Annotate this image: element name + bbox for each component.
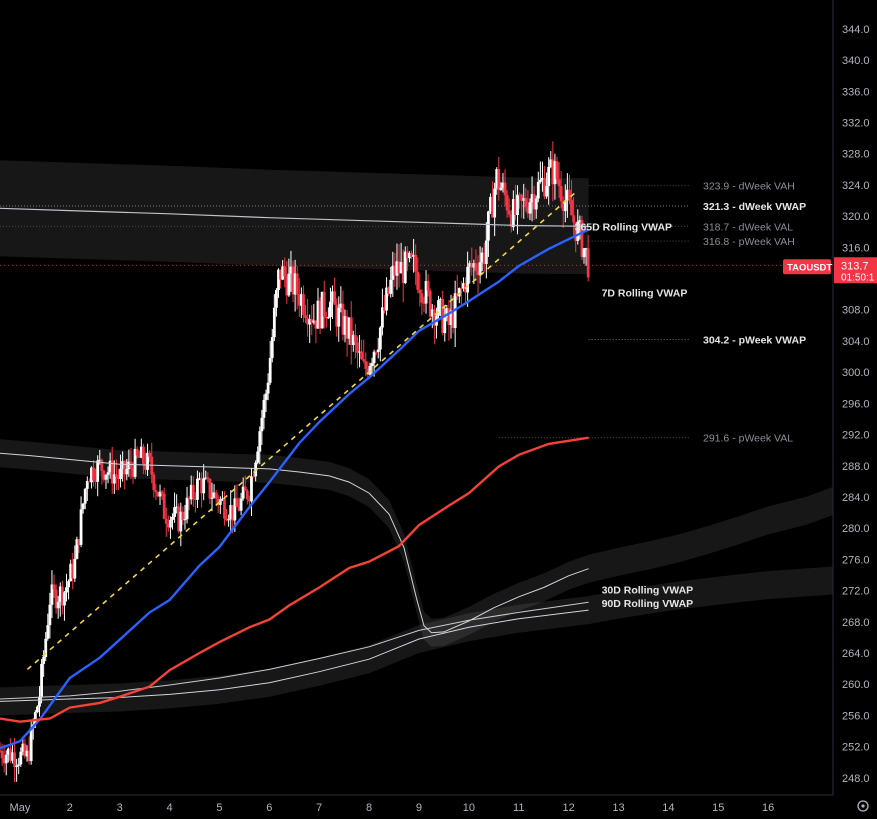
y-tick-8: 308.0 bbox=[842, 305, 870, 317]
y-tick-11: 296.0 bbox=[842, 398, 870, 410]
x-tick-5: 5 bbox=[216, 802, 222, 814]
y-tick-22: 252.0 bbox=[842, 742, 870, 754]
y-tick-12: 292.0 bbox=[842, 430, 870, 442]
symbol-label: TAOUSDT bbox=[787, 262, 832, 273]
y-tick-16: 276.0 bbox=[842, 554, 870, 566]
band-30d bbox=[0, 566, 833, 716]
x-tick-8: 8 bbox=[366, 802, 372, 814]
level-label-5: 291.6 - pWeek VAL bbox=[703, 433, 793, 445]
vwap-90d-line bbox=[0, 601, 589, 700]
label-365d-vwap: 365D Rolling VWAP bbox=[575, 221, 672, 233]
x-tick-1: May bbox=[10, 802, 31, 814]
y-tick-14: 284.0 bbox=[842, 492, 870, 504]
y-tick-4: 328.0 bbox=[842, 149, 870, 161]
y-tick-13: 288.0 bbox=[842, 461, 870, 473]
x-tick-13: 13 bbox=[612, 802, 624, 814]
x-axis[interactable]: May 2 3 4 5 6 7 8 9 10 11 12 13 14 15 16 bbox=[10, 802, 775, 814]
red-ma-line bbox=[0, 436, 589, 723]
blue-ma-line bbox=[0, 228, 590, 750]
price-tag: 313.7 01:50:1 bbox=[834, 257, 877, 284]
y-tick-2: 336.0 bbox=[842, 86, 870, 98]
y-tick-10: 300.0 bbox=[842, 367, 870, 379]
y-tick-20: 260.0 bbox=[842, 679, 870, 691]
settings-icon[interactable] bbox=[857, 800, 869, 812]
x-tick-10: 10 bbox=[463, 802, 475, 814]
x-tick-15: 15 bbox=[712, 802, 724, 814]
level-label-4: 304.2 - pWeek VWAP bbox=[703, 334, 806, 346]
x-tick-12: 12 bbox=[563, 802, 575, 814]
x-tick-16: 16 bbox=[762, 802, 774, 814]
y-tick-17: 272.0 bbox=[842, 586, 870, 598]
y-tick-6: 320.0 bbox=[842, 211, 870, 223]
x-tick-3: 3 bbox=[117, 802, 123, 814]
y-tick-0: 344.0 bbox=[842, 24, 870, 36]
y-tick-23: 248.0 bbox=[842, 773, 870, 785]
candlesticks bbox=[0, 141, 590, 783]
x-tick-7: 7 bbox=[316, 802, 322, 814]
y-tick-18: 268.0 bbox=[842, 617, 870, 629]
x-tick-11: 11 bbox=[513, 802, 524, 814]
level-label-0: 323.9 - dWeek VAH bbox=[703, 181, 795, 193]
vwap-30d-line bbox=[0, 609, 589, 702]
x-tick-2: 2 bbox=[67, 802, 73, 814]
last-price-label: 313.7 bbox=[841, 260, 869, 272]
x-tick-4: 4 bbox=[167, 802, 173, 814]
y-tick-19: 264.0 bbox=[842, 648, 870, 660]
y-tick-15: 280.0 bbox=[842, 523, 870, 535]
level-label-2: 318.7 - dWeek VAL bbox=[703, 221, 793, 233]
band-365d bbox=[0, 160, 589, 275]
y-axis[interactable]: 344.0 340.0 336.0 332.0 328.0 324.0 320.0 316.0… bbox=[842, 24, 870, 785]
y-tick-5: 324.0 bbox=[842, 180, 870, 192]
label-7d-vwap: 7D Rolling VWAP bbox=[602, 288, 688, 300]
vwap-7d-line bbox=[0, 452, 589, 634]
band-7d bbox=[0, 439, 833, 647]
value-area-bands bbox=[0, 160, 833, 716]
label-90d-vwap: 90D Rolling VWAP bbox=[602, 598, 694, 610]
y-tick-1: 340.0 bbox=[842, 55, 870, 67]
label-30d-vwap: 30D Rolling VWAP bbox=[602, 585, 694, 597]
y-tick-3: 332.0 bbox=[842, 117, 870, 129]
level-label-3: 316.8 - pWeek VAH bbox=[703, 236, 795, 248]
y-tick-9: 304.0 bbox=[842, 336, 870, 348]
y-tick-7: 316.0 bbox=[842, 242, 870, 254]
trendline bbox=[26, 191, 577, 671]
level-label-1: 321.3 - dWeek VWAP bbox=[703, 201, 806, 213]
y-tick-21: 256.0 bbox=[842, 710, 870, 722]
indicator-lines bbox=[0, 191, 590, 750]
x-tick-6: 6 bbox=[266, 802, 272, 814]
countdown-label: 01:50:1 bbox=[841, 272, 875, 283]
vwap-365d-line bbox=[0, 207, 589, 227]
x-tick-14: 14 bbox=[662, 802, 674, 814]
level-labels: 323.9 - dWeek VAH 321.3 - dWeek VWAP 318.7… bbox=[575, 181, 806, 610]
x-tick-9: 9 bbox=[416, 802, 422, 814]
symbol-tag: TAOUSDT bbox=[783, 259, 832, 275]
